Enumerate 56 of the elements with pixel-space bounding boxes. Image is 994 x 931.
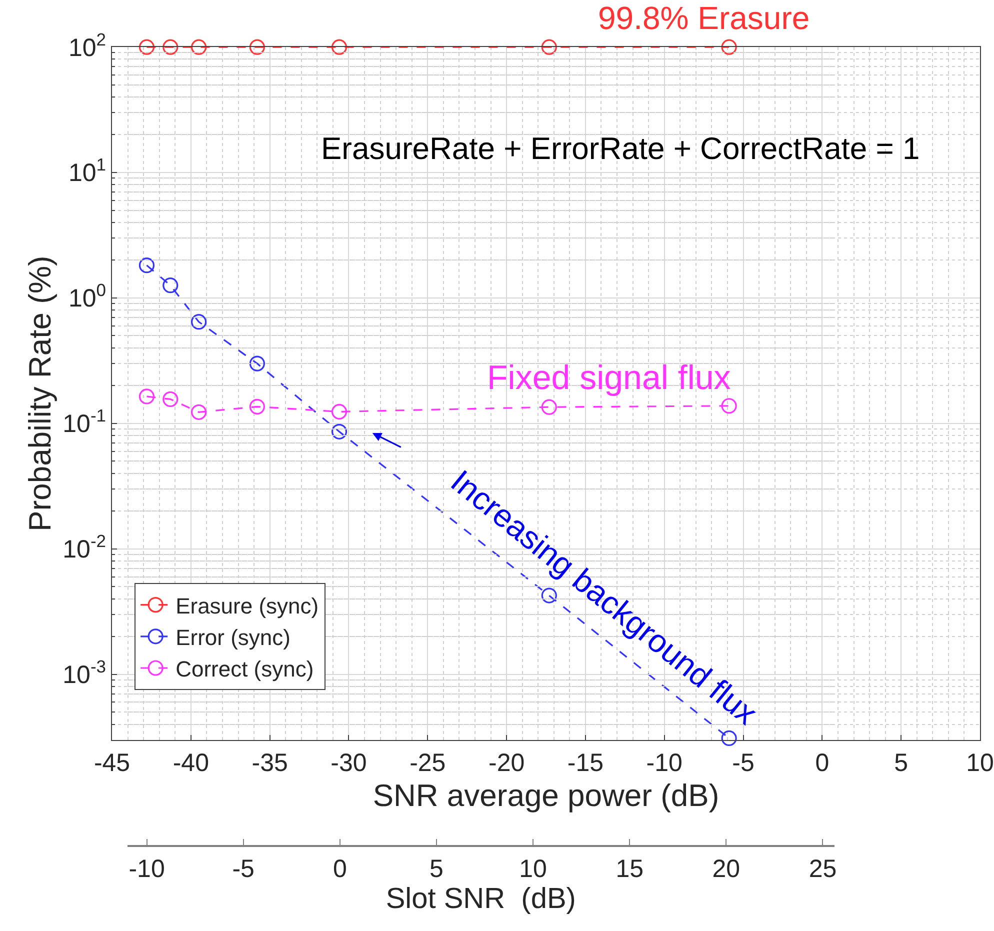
x-tick-label: 10 [966,749,994,777]
x2-tick-label: 0 [332,855,347,883]
x-tick-label: -40 [172,749,209,777]
point [331,404,348,420]
point [191,39,207,55]
point [191,314,207,330]
x2-tick-label: 20 [712,855,740,883]
x-tick-label: -10 [646,749,682,777]
point [331,424,348,440]
legend-label: Erasure (sync) [176,593,319,618]
y-tick-label: 10$^{-2}$ [62,531,106,564]
x2-tick-label: -5 [232,855,254,883]
x-tick-label: -5 [732,749,754,777]
point [162,278,178,294]
x2-tick-label: 5 [430,855,444,883]
point [138,388,155,404]
point [138,39,155,55]
point [721,39,737,55]
x-tick-label: 5 [894,749,908,777]
legend-label: Correct (sync) [176,656,314,682]
y-tick-label: 10$^{1}$ [68,154,106,188]
text: 99.8% Erasure [598,0,810,36]
x2-tick-label: 25 [808,855,837,883]
point [541,399,557,415]
y-tick-label: 10$^{2}$ [68,29,106,62]
y-tick-label: 10$^{-3}$ [62,656,106,690]
y-axis-title: Probability Rate (%) [22,256,58,532]
point [249,356,265,372]
point [162,39,178,55]
point [138,258,155,274]
point [249,39,265,55]
annotation: ErasureRate + ErrorRate + CorrectRate = 1 [321,131,920,166]
y-tick-label: 10$^{0}$ [68,280,106,313]
legend-label: Error (sync) [176,624,290,650]
point [541,39,557,55]
x2-tick-label: -10 [128,855,165,883]
x2-axis-title: Slot SNR (dB) [386,883,576,915]
annotation: Fixed signal flux [487,359,731,397]
x-tick-label: 0 [815,749,830,777]
x-tick-label: -15 [567,749,604,777]
point [191,404,207,420]
x-tick-label: -30 [330,749,367,777]
x2-tick-label: 10 [519,855,547,883]
point [721,730,737,746]
point [721,398,737,414]
x-axis-title: SNR average power (dB) [372,778,720,814]
point [331,39,348,55]
point [162,391,178,407]
x2-tick-label: 15 [616,855,644,883]
x-tick-label: -20 [488,749,525,777]
point [249,398,265,414]
x-tick-label: -25 [410,749,446,777]
y-tick-label: 10$^{-1}$ [62,406,106,438]
x-tick-label: -45 [94,749,130,777]
point [541,588,557,604]
x-tick-label: -35 [252,749,288,777]
